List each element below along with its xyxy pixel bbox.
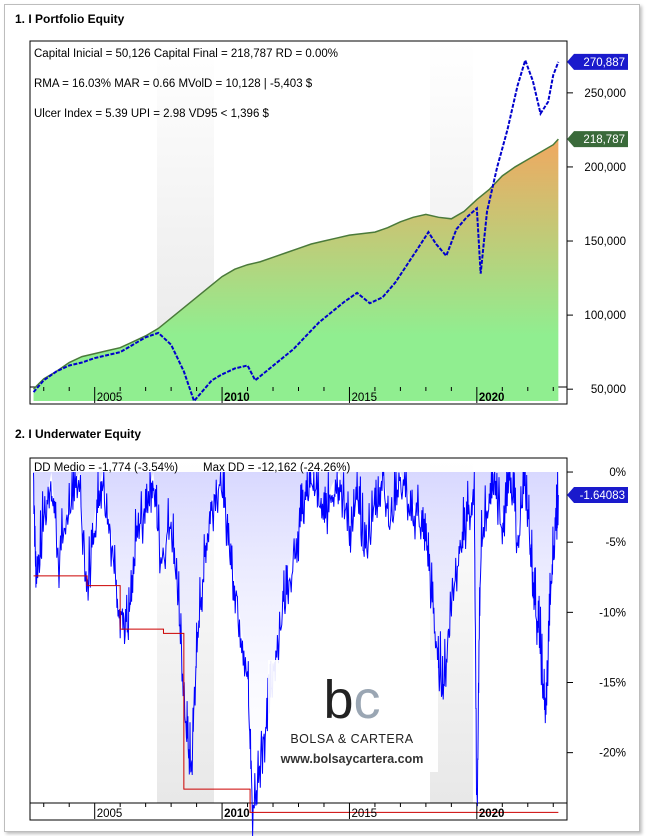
underwater-y-tick-label: -5%: [606, 537, 626, 549]
equity-panel-title: 1. I Portfolio Equity: [15, 12, 125, 26]
equity-y-tick-label: 100,000: [584, 310, 626, 322]
equity-chart: 50,000 100,000 150,000 200,000 250,000 2005 2…: [29, 40, 628, 405]
dd-medio-label: DD Medio = -1,774 (-3.54%): [34, 462, 178, 474]
equity-y-tick-label: 200,000: [584, 162, 626, 174]
underwater-last-value-badge: -1.64083: [580, 490, 625, 502]
underwater-last-value-badge-shape: [567, 487, 628, 504]
equity-y-tick-label: 250,000: [584, 88, 626, 100]
benchmark-last-value-badge-shape: [567, 53, 628, 70]
equity-x-tick-label-2015: 2015: [351, 392, 377, 404]
underwater-panel-title: 2. I Underwater Equity: [15, 427, 142, 441]
underwater-y-tick-label: -20%: [599, 748, 626, 760]
underwater-y-tick-label: -15%: [599, 677, 626, 689]
equity-area-fill: [33, 139, 559, 402]
equity-area-line: [33, 138, 559, 390]
underwater-area-fill: [33, 472, 559, 812]
underwater-line: [33, 471, 559, 836]
underwater-x-tick-label-2020: 2020: [479, 808, 505, 820]
equity-stats-line-2: RMA = 16.03% MAR = 0.66 MVolD = 10,128 |…: [34, 78, 313, 90]
underwater-x-tick-label-2015: 2015: [351, 808, 377, 820]
watermark-background: [268, 660, 438, 772]
max-drawdown-step-line: [33, 575, 559, 813]
equity-y-tick-label: 50,000: [591, 384, 626, 396]
underwater-y-tick-label: 0%: [609, 467, 626, 479]
equity-last-value-badge: 218,787: [583, 134, 625, 146]
underwater-y-tick-label: -10%: [599, 607, 626, 619]
underwater-x-tick-label-2010: 2010: [224, 808, 250, 820]
equity-x-tick-label-2010: 2010: [224, 392, 250, 404]
underwater-chart: 0% -5% -10% -15% -20% 2005 2010 2015 2020 DD Me…: [29, 457, 628, 836]
max-dd-label: Max DD = -12,162 (-24.26%): [203, 462, 350, 474]
equity-y-tick-label: 150,000: [584, 236, 626, 248]
underwater-x-tick-label-2005: 2005: [97, 808, 123, 820]
equity-stats-line-3: Ulcer Index = 5.39 UPI = 2.98 VD95 < 1,3…: [34, 108, 270, 120]
benchmark-line: [32, 57, 560, 404]
equity-last-value-badge-shape: [567, 131, 628, 148]
watermark-brand: BOLSA & CARTERA: [290, 732, 413, 746]
watermark-logo: bc: [323, 670, 380, 730]
watermark-url: www.bolsaycartera.com: [280, 752, 424, 766]
watermark: bc BOLSA & CARTERA www.bolsaycartera.com: [268, 660, 438, 772]
benchmark-last-value-badge: 270,887: [583, 57, 625, 69]
equity-stats-line-1: Capital Inicial = 50,126 Capital Final =…: [34, 48, 338, 60]
equity-x-tick-label-2020: 2020: [479, 392, 505, 404]
equity-x-tick-label-2005: 2005: [97, 392, 123, 404]
